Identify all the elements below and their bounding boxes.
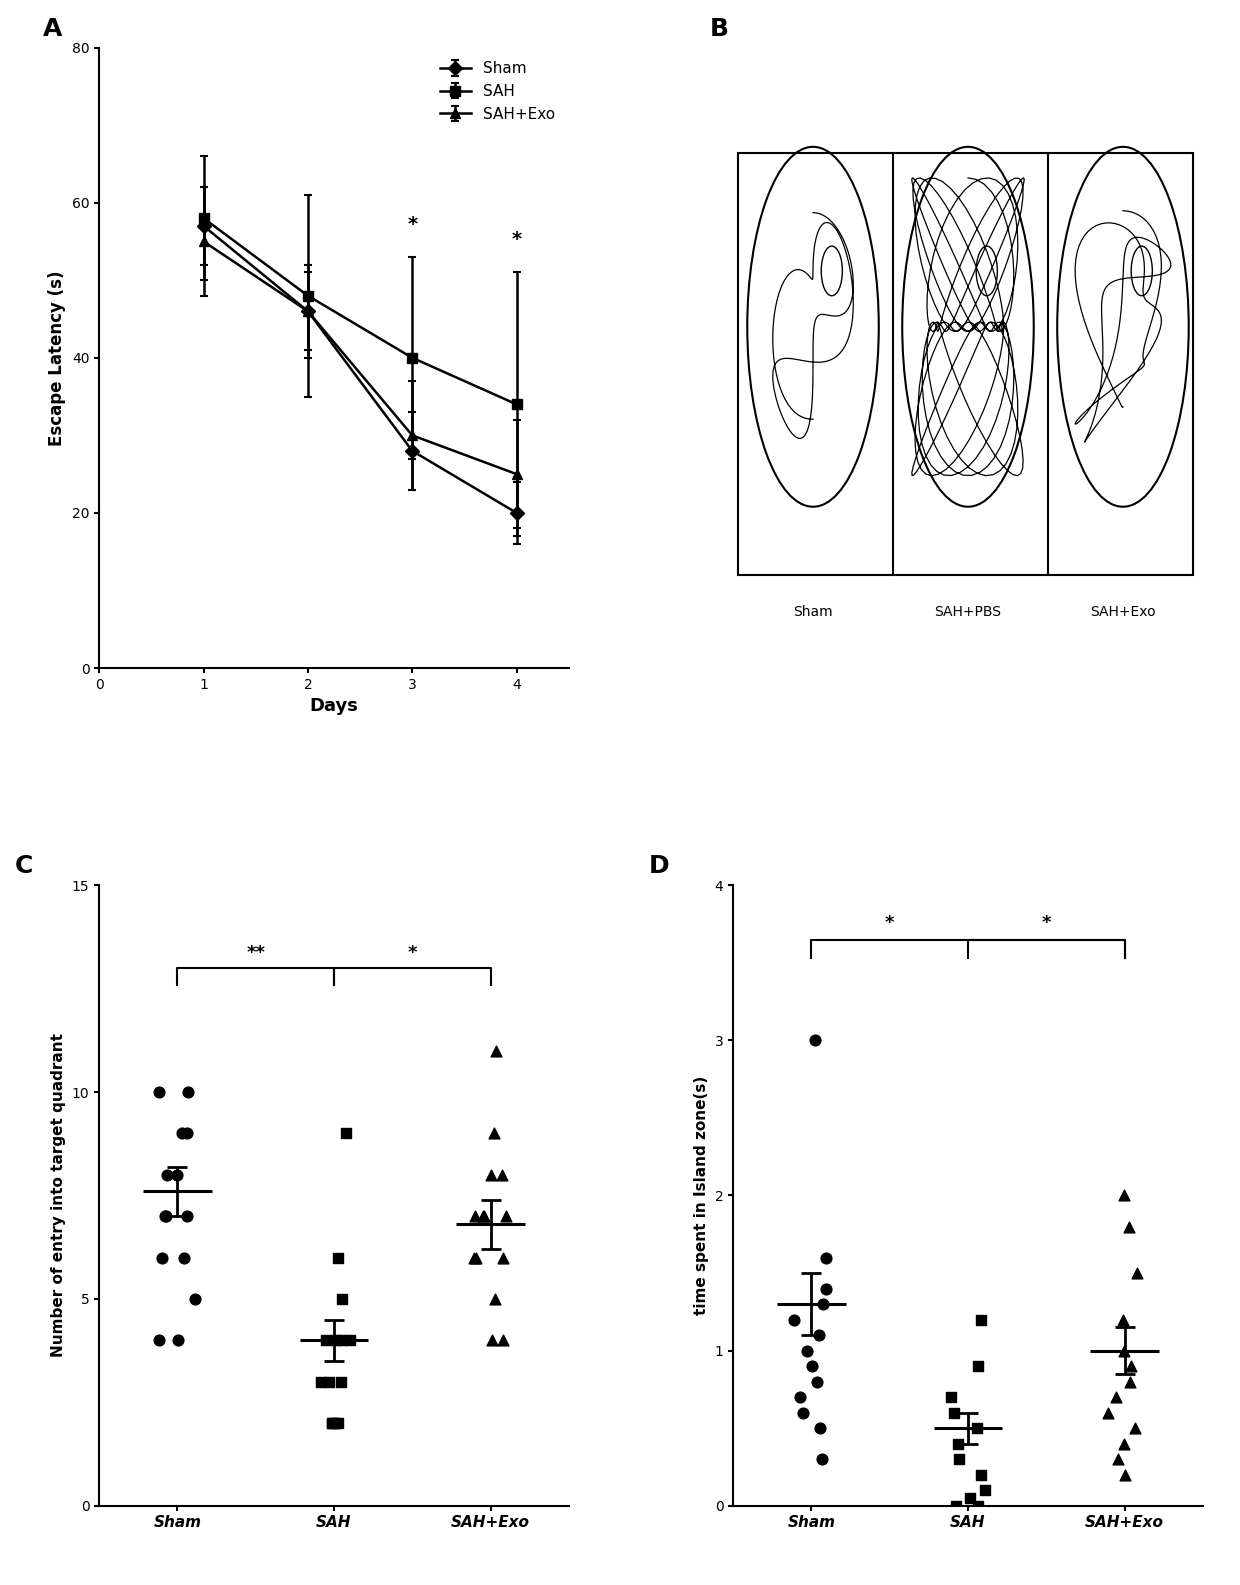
Point xyxy=(481,1162,501,1187)
Y-axis label: Number of entry into target quadrant: Number of entry into target quadrant xyxy=(51,1033,66,1357)
Point xyxy=(1121,1354,1141,1379)
Point xyxy=(322,1411,342,1436)
Text: SAH+PBS: SAH+PBS xyxy=(935,605,1002,620)
Point xyxy=(961,1485,981,1511)
Point xyxy=(946,1493,966,1518)
Point xyxy=(155,1203,175,1228)
Point xyxy=(311,1369,331,1395)
Point xyxy=(177,1203,197,1228)
Point xyxy=(177,1121,197,1146)
Point xyxy=(810,1415,830,1441)
Point xyxy=(474,1203,494,1228)
Text: *: * xyxy=(1042,915,1052,932)
Point xyxy=(807,1369,827,1395)
Point xyxy=(1099,1400,1118,1425)
Point xyxy=(1120,1369,1140,1395)
Point xyxy=(802,1354,822,1379)
Point xyxy=(485,1287,505,1312)
Text: *: * xyxy=(512,230,522,249)
Point xyxy=(1125,1415,1145,1441)
Point xyxy=(1115,1461,1135,1487)
Point xyxy=(1106,1384,1126,1409)
Point xyxy=(1115,1182,1135,1208)
Text: A: A xyxy=(43,16,62,41)
Point xyxy=(464,1244,484,1270)
Point xyxy=(1114,1308,1133,1333)
Point xyxy=(797,1338,817,1363)
Text: *: * xyxy=(407,214,418,233)
Text: *: * xyxy=(885,915,894,932)
Point xyxy=(156,1203,176,1228)
Point xyxy=(792,1400,812,1425)
Point xyxy=(1120,1214,1140,1239)
Point xyxy=(949,1431,968,1457)
Text: B: B xyxy=(709,16,729,41)
Point xyxy=(332,1287,352,1312)
Legend: Sham, SAH, SAH+Exo: Sham, SAH, SAH+Exo xyxy=(434,55,562,128)
Point xyxy=(321,1411,341,1436)
Point xyxy=(812,1447,832,1472)
Point xyxy=(492,1328,512,1354)
Text: D: D xyxy=(649,854,670,878)
Point xyxy=(482,1328,502,1354)
Point xyxy=(790,1384,810,1409)
Point xyxy=(336,1121,356,1146)
Y-axis label: Escape Latency (s): Escape Latency (s) xyxy=(48,269,66,445)
Point xyxy=(150,1079,170,1105)
X-axis label: Days: Days xyxy=(310,697,358,715)
Point xyxy=(340,1328,360,1354)
Point xyxy=(941,1384,961,1409)
Point xyxy=(492,1162,512,1187)
Point xyxy=(808,1322,828,1347)
Point xyxy=(325,1411,345,1436)
Point xyxy=(1115,1338,1135,1363)
Text: Sham: Sham xyxy=(794,605,833,620)
Point xyxy=(331,1369,351,1395)
Point xyxy=(944,1400,963,1425)
Bar xyxy=(738,154,1193,575)
Point xyxy=(149,1328,169,1354)
Point xyxy=(971,1308,991,1333)
Point xyxy=(496,1203,516,1228)
Text: SAH+Exo: SAH+Exo xyxy=(1090,605,1156,620)
Point xyxy=(316,1328,336,1354)
Point xyxy=(466,1244,486,1270)
Point xyxy=(805,1027,825,1052)
Point xyxy=(185,1287,205,1312)
Point xyxy=(167,1162,187,1187)
Point xyxy=(813,1292,833,1317)
Point xyxy=(329,1411,348,1436)
Point xyxy=(1109,1447,1128,1472)
Point xyxy=(320,1369,340,1395)
Point xyxy=(167,1328,187,1354)
Point xyxy=(971,1461,991,1487)
Point xyxy=(485,1121,505,1146)
Point xyxy=(329,1244,348,1270)
Point xyxy=(465,1203,485,1228)
Text: C: C xyxy=(15,854,33,878)
Point xyxy=(332,1328,352,1354)
Y-axis label: time spent in Island zone(s): time spent in Island zone(s) xyxy=(694,1076,709,1316)
Point xyxy=(1127,1260,1147,1285)
Point xyxy=(1114,1431,1133,1457)
Point xyxy=(816,1276,836,1301)
Point xyxy=(486,1038,506,1064)
Point xyxy=(326,1328,346,1354)
Point xyxy=(968,1354,988,1379)
Text: **: ** xyxy=(247,943,265,962)
Point xyxy=(157,1162,177,1187)
Point xyxy=(175,1244,195,1270)
Point xyxy=(494,1244,513,1270)
Point xyxy=(784,1308,804,1333)
Text: *: * xyxy=(408,943,417,962)
Point xyxy=(177,1079,197,1105)
Point xyxy=(172,1121,192,1146)
Point xyxy=(949,1447,968,1472)
Point xyxy=(816,1244,836,1270)
Point xyxy=(967,1415,987,1441)
Point xyxy=(153,1244,172,1270)
Point xyxy=(968,1493,988,1518)
Point xyxy=(975,1477,994,1503)
Point xyxy=(474,1203,494,1228)
